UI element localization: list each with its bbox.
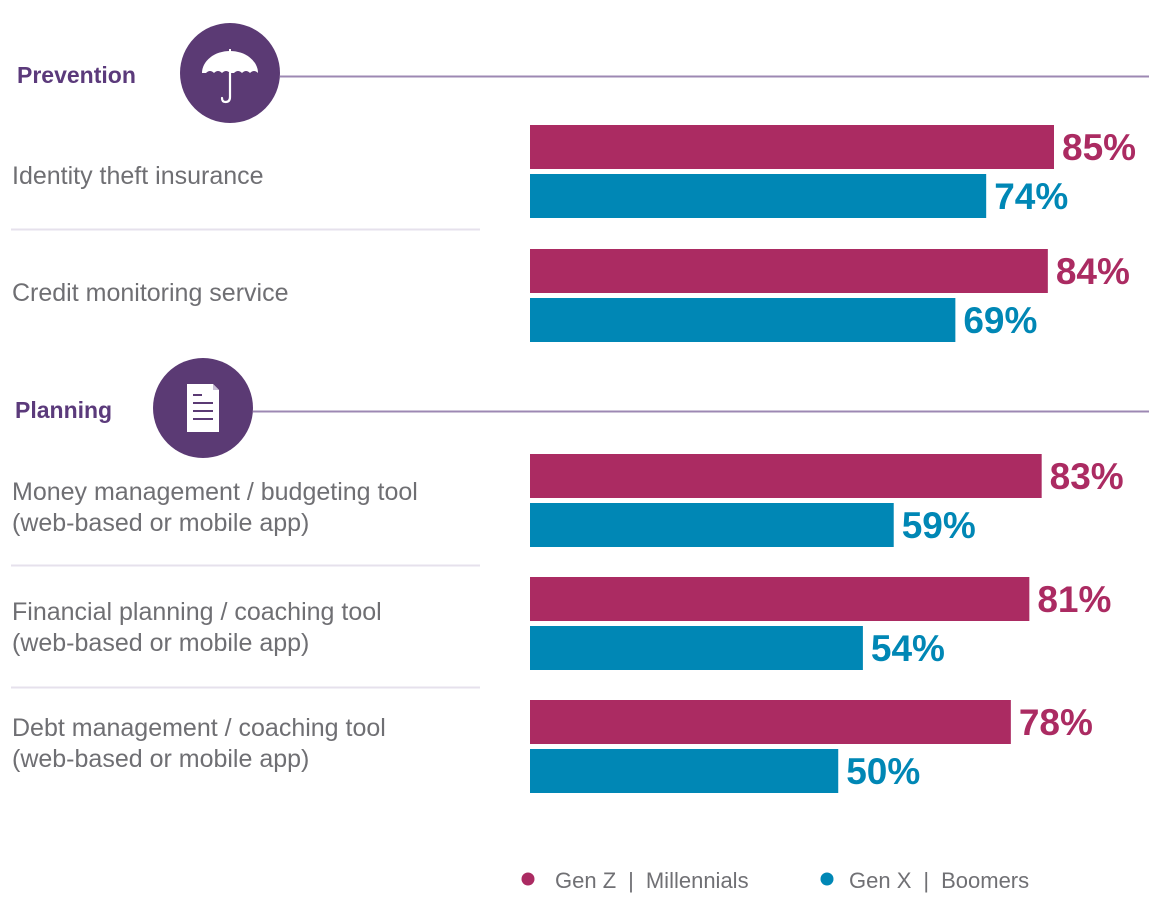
bar-identity-theft-insurance-series-0 [530, 125, 1054, 169]
category-label-financial-planning-tool: Financial planning / coaching tool (web-… [12, 598, 389, 657]
value-labels: 85% 74% 84% 69% 83% 59% 81% 54% 78% 50% [846, 127, 1136, 792]
legend: Gen Z | Millennials Gen X | Boomers [521, 868, 1029, 893]
category-label-money-management-tool: Money management / budgeting tool (web-b… [12, 478, 425, 537]
section-header-planning: Planning [15, 358, 1149, 458]
value-label-financial-planning-coaching-tool-web-based-or-mobile-app-series-1: 54% [871, 628, 945, 669]
bar-financial-planning-coaching-tool-web-based-or-mobile-app-series-1 [530, 626, 863, 670]
value-label-money-management-budgeting-tool-web-based-or-mobile-app-series-0: 83% [1050, 456, 1124, 497]
bar-money-management-budgeting-tool-web-based-or-mobile-app-series-0 [530, 454, 1042, 498]
bars [530, 125, 1054, 793]
category-label-credit-monitoring-service: Credit monitoring service [12, 279, 289, 307]
section-title-planning: Planning [15, 397, 112, 423]
legend-label: Gen X | Boomers [849, 868, 1029, 893]
bar-credit-monitoring-service-series-1 [530, 298, 956, 342]
value-label-debt-management-coaching-tool-web-based-or-mobile-app-series-1: 50% [846, 751, 920, 792]
category-label-debt-management-tool: Debt management / coaching tool (web-bas… [12, 714, 393, 773]
legend-dot [521, 872, 535, 886]
category-label-identity-theft-insurance: Identity theft insurance [12, 162, 264, 190]
legend-label: Gen Z | Millennials [555, 868, 749, 893]
value-label-credit-monitoring-service-series-0: 84% [1056, 251, 1130, 292]
bar-credit-monitoring-service-series-0 [530, 249, 1048, 293]
section-header-prevention: Prevention [17, 23, 1149, 123]
value-label-debt-management-coaching-tool-web-based-or-mobile-app-series-0: 78% [1019, 702, 1093, 743]
umbrella-icon [202, 49, 258, 104]
value-label-financial-planning-coaching-tool-web-based-or-mobile-app-series-0: 81% [1037, 579, 1111, 620]
legend-dot [820, 872, 834, 886]
legend-item-gen-z-millennials: Gen Z | Millennials [521, 868, 749, 893]
bar-identity-theft-insurance-series-1 [530, 174, 987, 218]
document-icon [187, 384, 219, 432]
value-label-credit-monitoring-service-series-1: 69% [963, 300, 1037, 341]
bar-debt-management-coaching-tool-web-based-or-mobile-app-series-0 [530, 700, 1011, 744]
value-label-money-management-budgeting-tool-web-based-or-mobile-app-series-1: 59% [902, 505, 976, 546]
bar-debt-management-coaching-tool-web-based-or-mobile-app-series-1 [530, 749, 839, 793]
value-label-identity-theft-insurance-series-1: 74% [994, 176, 1068, 217]
category-labels: Identity theft insurance Credit monitori… [12, 162, 425, 773]
legend-item-gen-x-boomers: Gen X | Boomers [820, 868, 1029, 893]
bar-money-management-budgeting-tool-web-based-or-mobile-app-series-1 [530, 503, 894, 547]
bar-financial-planning-coaching-tool-web-based-or-mobile-app-series-0 [530, 577, 1030, 621]
value-label-identity-theft-insurance-series-0: 85% [1062, 127, 1136, 168]
section-title-prevention: Prevention [17, 62, 136, 88]
